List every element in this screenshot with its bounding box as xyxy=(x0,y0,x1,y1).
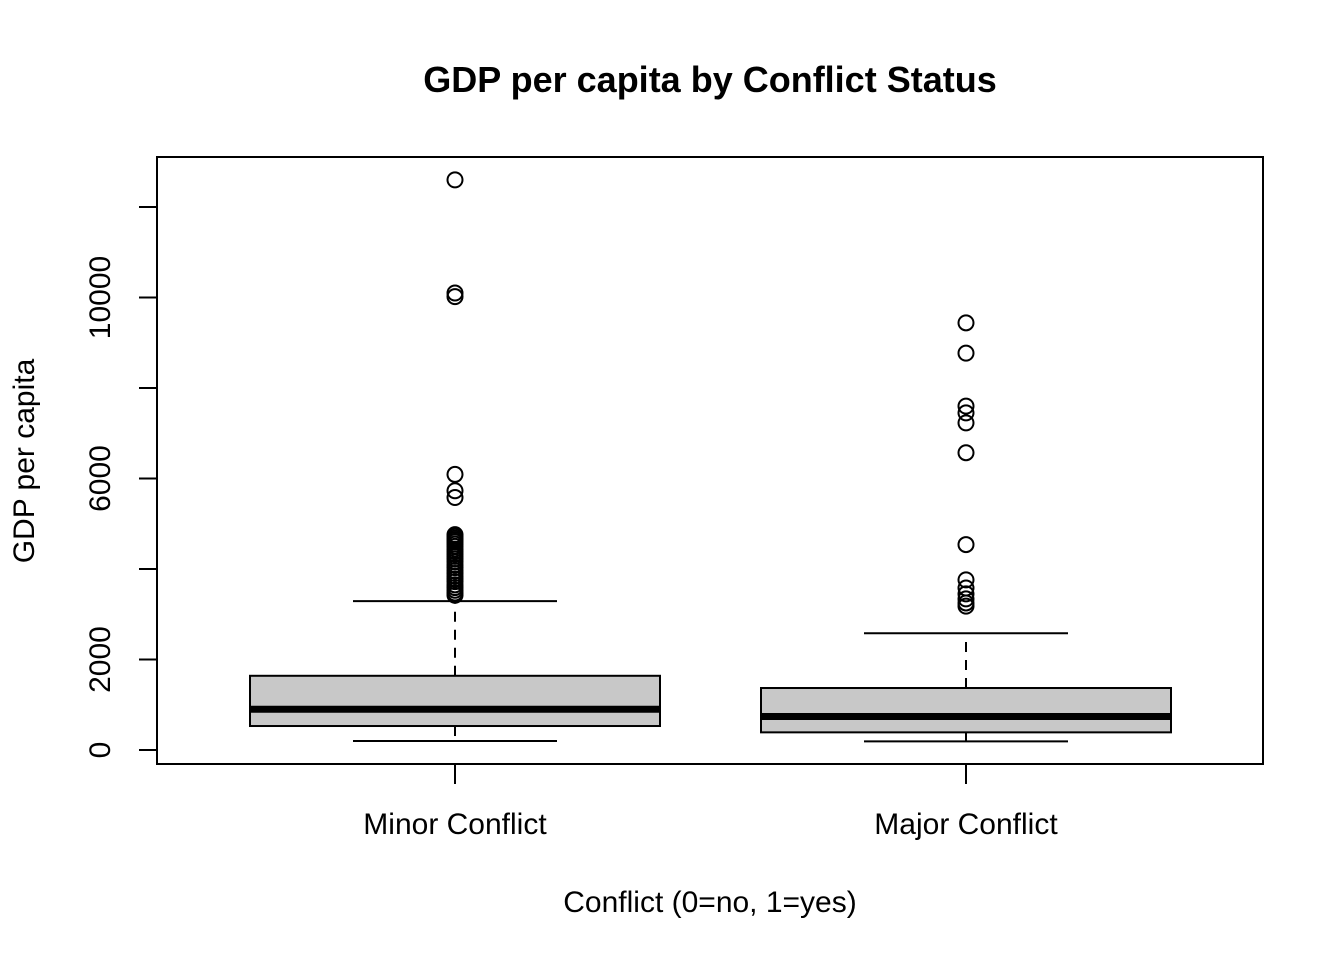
boxes xyxy=(249,171,1172,743)
y-tick-label: 10000 xyxy=(84,256,117,339)
y-axis: 0 2000 6000 10000 xyxy=(84,206,157,759)
y-tick-label: 6000 xyxy=(84,445,117,512)
box-group-1 xyxy=(249,171,661,742)
y-tick-label: 0 xyxy=(84,742,117,759)
outlier-point xyxy=(957,597,975,615)
outlier-point xyxy=(957,314,975,332)
y-tick-label: 2000 xyxy=(84,626,117,693)
outlier-point xyxy=(446,482,464,500)
outlier-point xyxy=(957,536,975,554)
plot-frame xyxy=(156,156,1264,765)
outlier-point xyxy=(446,288,464,306)
x-axis: Minor Conflict Major Conflict xyxy=(363,764,1058,841)
outlier-point xyxy=(446,284,464,302)
outlier-point xyxy=(446,171,464,189)
outlier-point xyxy=(957,344,975,362)
x-tick-label: Minor Conflict xyxy=(363,808,547,841)
outlier-point xyxy=(446,489,464,507)
iqr-box xyxy=(249,674,661,728)
outlier-point xyxy=(446,586,464,604)
outlier-point xyxy=(957,397,975,415)
outlier-point xyxy=(957,585,975,603)
x-tick-label: Major Conflict xyxy=(874,808,1058,841)
chart-title: GDP per capita by Conflict Status xyxy=(423,59,996,100)
box-group-2 xyxy=(760,314,1172,743)
outlier-point xyxy=(957,590,975,608)
outlier-point xyxy=(446,465,464,483)
y-axis-label: GDP per capita xyxy=(8,358,41,563)
outlier-point xyxy=(957,404,975,422)
iqr-box xyxy=(760,687,1172,734)
outlier-point xyxy=(957,444,975,462)
x-axis-label: Conflict (0=no, 1=yes) xyxy=(563,886,856,919)
outlier-point xyxy=(957,414,975,432)
